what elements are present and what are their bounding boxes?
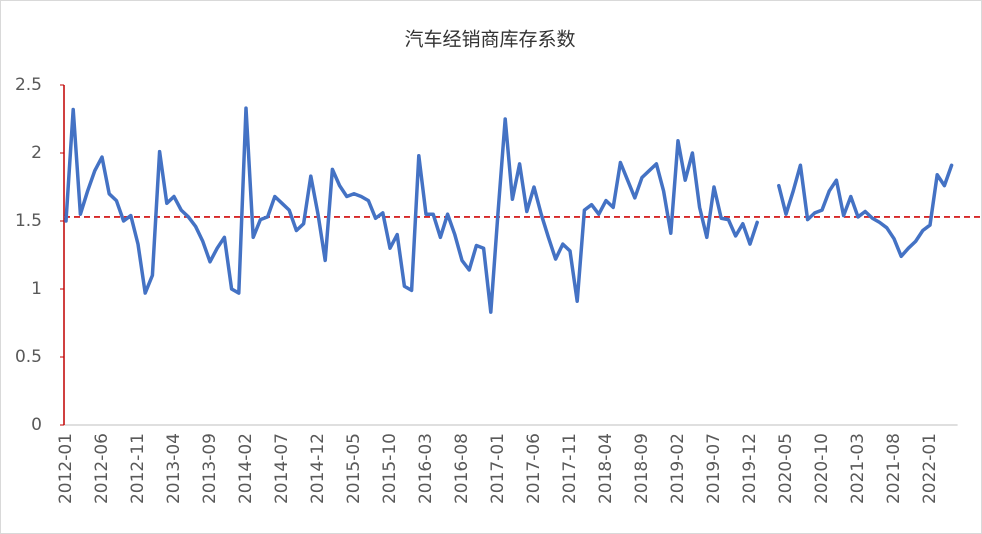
x-tick-label: 2012-06 — [92, 433, 112, 504]
x-tick-label: 2016-08 — [452, 433, 472, 504]
x-tick-label: 2017-11 — [560, 433, 580, 504]
x-tick-label: 2014-07 — [272, 433, 292, 504]
x-tick-label: 2022-01 — [920, 433, 940, 504]
x-tick-label: 2020-05 — [776, 433, 796, 504]
y-tick-label: 1 — [31, 279, 42, 299]
x-tick-label: 2012-11 — [128, 433, 148, 504]
x-tick-label: 2017-06 — [524, 433, 544, 504]
x-tick-label: 2013-09 — [200, 433, 220, 504]
x-tick-label: 2012-01 — [56, 433, 76, 504]
chart-title: 汽车经销商库存系数 — [404, 29, 575, 51]
x-tick-label: 2019-07 — [704, 433, 724, 504]
x-tick-label: 2021-08 — [884, 433, 904, 504]
x-tick-label: 2015-05 — [344, 433, 364, 504]
x-tick-label: 2015-10 — [380, 433, 400, 504]
series-line — [64, 106, 954, 314]
y-tick-label: 0 — [31, 415, 42, 435]
x-tick-label: 2013-04 — [164, 433, 184, 504]
x-tick-label: 2019-12 — [740, 433, 760, 504]
y-tick-label: 2 — [31, 143, 42, 163]
x-tick-label: 2016-03 — [416, 433, 436, 504]
x-tick-label: 2014-12 — [308, 433, 328, 504]
x-tick-label: 2017-01 — [488, 433, 508, 504]
y-tick-label: 0.5 — [15, 347, 42, 367]
y-tick-label: 1.5 — [15, 211, 42, 231]
y-tick-label: 2.5 — [15, 75, 42, 95]
x-tick-label: 2019-02 — [668, 433, 688, 504]
x-tick-label: 2014-02 — [236, 433, 256, 504]
x-tick-label: 2018-09 — [632, 433, 652, 504]
x-tick-label: 2018-04 — [596, 433, 616, 504]
x-tick-label: 2020-10 — [812, 433, 832, 504]
x-tick-label: 2021-03 — [848, 433, 868, 504]
